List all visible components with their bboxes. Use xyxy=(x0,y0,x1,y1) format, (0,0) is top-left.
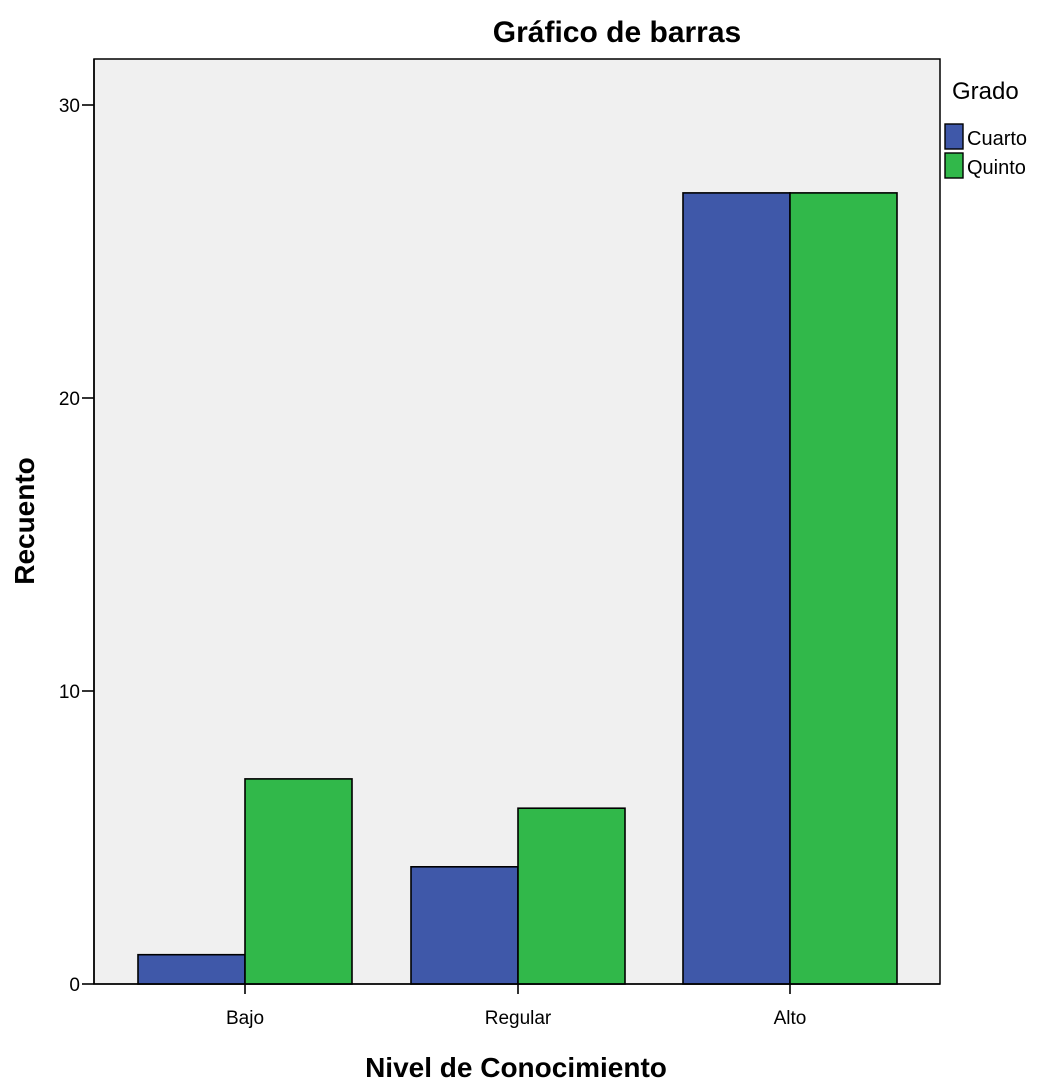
x-tick-label: Regular xyxy=(485,1008,552,1029)
x-axis-title: Nivel de Conocimiento xyxy=(365,1052,667,1083)
legend-swatch-quinto xyxy=(945,153,963,178)
legend-swatch-cuarto xyxy=(945,124,963,149)
y-axis-title: Recuento xyxy=(9,457,40,585)
y-tick-label: 30 xyxy=(59,96,80,117)
bar-cuarto-alto xyxy=(683,193,790,984)
x-axis: Bajo Regular Alto xyxy=(94,984,940,1029)
y-axis: 0 10 20 30 xyxy=(59,59,94,996)
legend-title: Grado xyxy=(952,78,1019,105)
legend: Grado Cuarto Quinto xyxy=(945,78,1027,179)
y-tick-label: 10 xyxy=(59,682,80,703)
bar-quinto-bajo xyxy=(245,779,352,984)
bar-quinto-regular xyxy=(518,808,625,984)
bar-cuarto-regular xyxy=(411,867,518,984)
y-tick-label: 0 xyxy=(69,975,80,996)
x-tick-label: Bajo xyxy=(226,1008,264,1029)
bar-cuarto-bajo xyxy=(138,955,245,984)
y-tick-label: 20 xyxy=(59,389,80,410)
x-tick-label: Alto xyxy=(774,1008,807,1029)
legend-label-cuarto: Cuarto xyxy=(967,128,1027,150)
chart-title: Gráfico de barras xyxy=(493,16,741,49)
legend-label-quinto: Quinto xyxy=(967,157,1026,179)
bar-quinto-alto xyxy=(790,193,897,984)
